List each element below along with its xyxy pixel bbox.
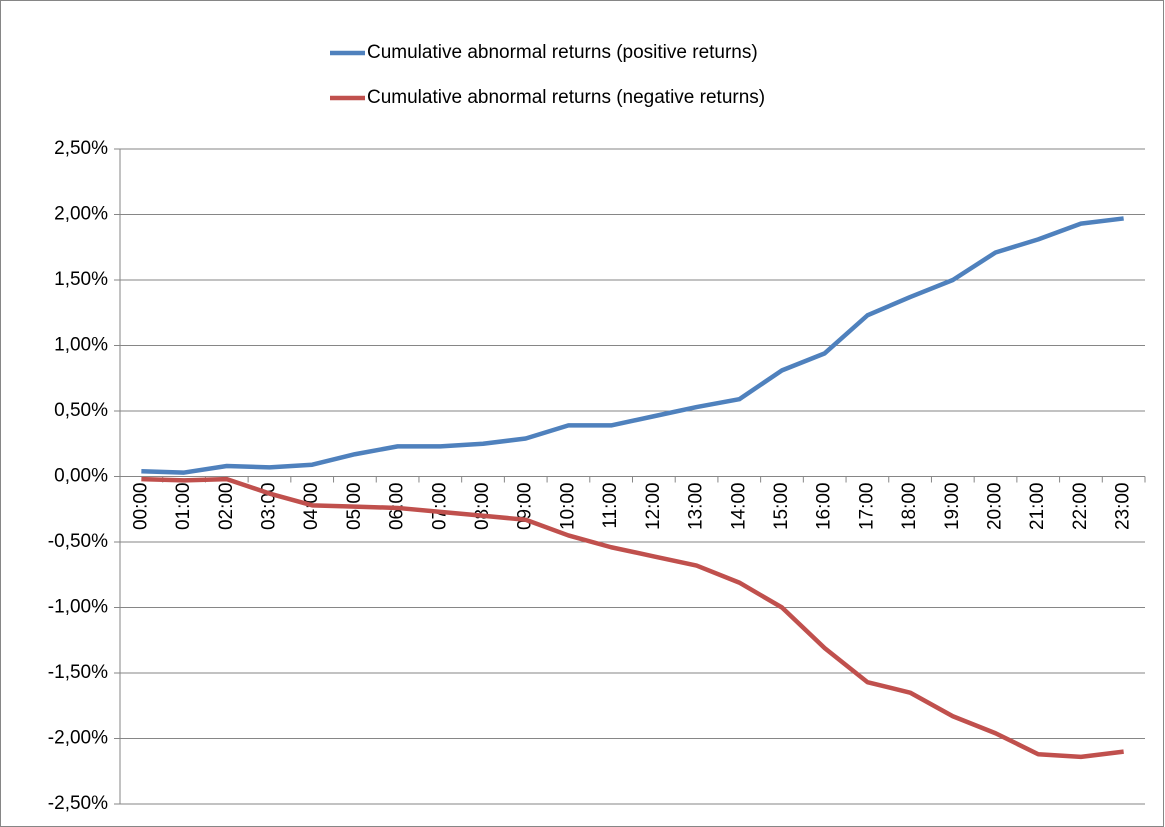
y-tick-label: -2,00% [48, 728, 108, 749]
series-line [141, 476, 1124, 760]
y-tick-label: 0,00% [54, 466, 108, 487]
x-tick-label: 12:00 [643, 483, 664, 531]
x-tick-label: 19:00 [942, 483, 963, 531]
x-tick-label: 14:00 [728, 483, 749, 531]
y-tick-label: 2,00% [54, 204, 108, 225]
y-tick-label: -1,00% [48, 597, 108, 618]
x-tick-label: 15:00 [771, 483, 792, 531]
x-tick-label: 17:00 [856, 483, 877, 531]
x-tick-label: 01:00 [173, 483, 194, 531]
x-tick-label: 08:00 [472, 483, 493, 531]
legend-label: Cumulative abnormal returns (positive re… [367, 42, 758, 63]
legend-label: Cumulative abnormal returns (negative re… [367, 87, 765, 108]
y-tick-label: 0,50% [54, 400, 108, 421]
x-tick-label: 10:00 [557, 483, 578, 531]
x-tick-label: 07:00 [429, 483, 450, 531]
series-line [141, 216, 1124, 475]
y-tick-label: 2,50% [54, 138, 108, 159]
y-tick-label: 1,00% [54, 335, 108, 356]
x-tick-label: 22:00 [1070, 483, 1091, 531]
x-tick-label: 16:00 [814, 483, 835, 531]
y-tick-label: 1,50% [54, 269, 108, 290]
x-tick-label: 00:00 [130, 483, 151, 531]
x-tick-label: 11:00 [600, 483, 621, 529]
x-tick-label: 13:00 [686, 483, 707, 531]
x-tick-label: 02:00 [216, 483, 237, 531]
x-tick-label: 20:00 [985, 482, 1006, 530]
x-tick-label: 18:00 [899, 483, 920, 531]
x-tick-label: 23:00 [1113, 483, 1134, 531]
x-tick-label: 21:00 [1027, 483, 1048, 531]
y-tick-label: -1,50% [48, 662, 108, 683]
y-tick-label: -0,50% [48, 531, 108, 552]
y-tick-label: -2,50% [48, 793, 108, 814]
